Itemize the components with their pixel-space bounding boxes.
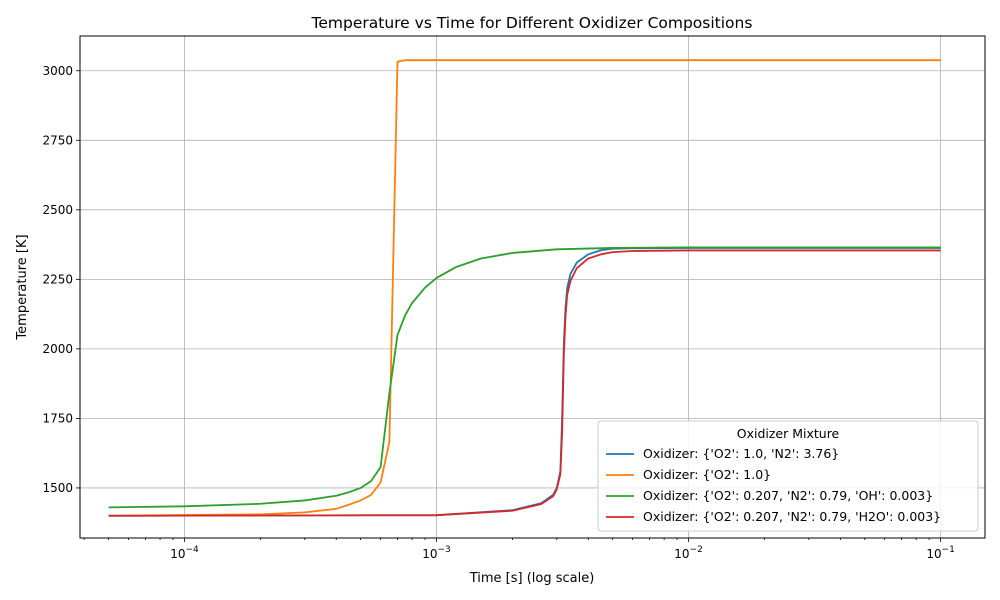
x-tick-label-base: 10	[926, 547, 941, 561]
legend-entry-3: Oxidizer: {'O2': 0.207, 'N2': 0.79, 'OH'…	[643, 488, 933, 503]
series-layer	[108, 59, 941, 517]
x-tick-label-base: 10	[170, 547, 185, 561]
legend-entry-4: Oxidizer: {'O2': 0.207, 'N2': 0.79, 'H2O…	[643, 509, 941, 524]
legend-title: Oxidizer Mixture	[737, 426, 840, 441]
x-tick-label: 10−2	[674, 545, 703, 561]
x-tick-label: 10−4	[170, 545, 199, 561]
legend-box	[597, 420, 979, 532]
x-tick-label-exponent: −3	[438, 545, 451, 555]
legend-entries: Oxidizer: {'O2': 1.0, 'N2': 3.76} Oxidize…	[606, 446, 941, 524]
x-tick-label-exponent: −1	[942, 545, 955, 555]
y-axis-label: Temperature [K]	[15, 234, 30, 340]
grid-layer	[80, 36, 985, 538]
y-tick-label: 3000	[42, 64, 73, 78]
y-tick-label: 1750	[42, 411, 73, 425]
tick-layer: 10−4 10−3 10−2 10−1150017502000225025002750…	[42, 64, 954, 561]
y-tick-label: 2500	[42, 203, 73, 217]
x-tick-label: 10−3	[422, 545, 451, 561]
legend: Oxidizer Mixture Oxidizer: {'O2': 1.0, '…	[597, 420, 979, 532]
x-tick-label-base: 10	[422, 547, 437, 561]
x-tick-label-exponent: −2	[690, 545, 703, 555]
series-line-2	[108, 59, 941, 517]
legend-entry-1: Oxidizer: {'O2': 1.0, 'N2': 3.76}	[643, 446, 839, 461]
series-line-3	[108, 246, 941, 509]
x-tick-label-base: 10	[674, 547, 689, 561]
y-tick-label: 2750	[42, 133, 73, 147]
y-tick-label: 2000	[42, 342, 73, 356]
y-tick-label: 2250	[42, 272, 73, 286]
x-tick-label-exponent: −4	[185, 545, 199, 555]
series-line-4	[108, 249, 941, 517]
chart-title: Temperature vs Time for Different Oxidiz…	[311, 14, 753, 32]
x-tick-label: 10−1	[926, 545, 955, 561]
legend-entry-2: Oxidizer: {'O2': 1.0}	[643, 467, 771, 482]
plot-frame	[79, 35, 986, 539]
x-axis-label: Time [s] (log scale)	[469, 571, 595, 586]
y-tick-label: 1500	[42, 481, 73, 495]
